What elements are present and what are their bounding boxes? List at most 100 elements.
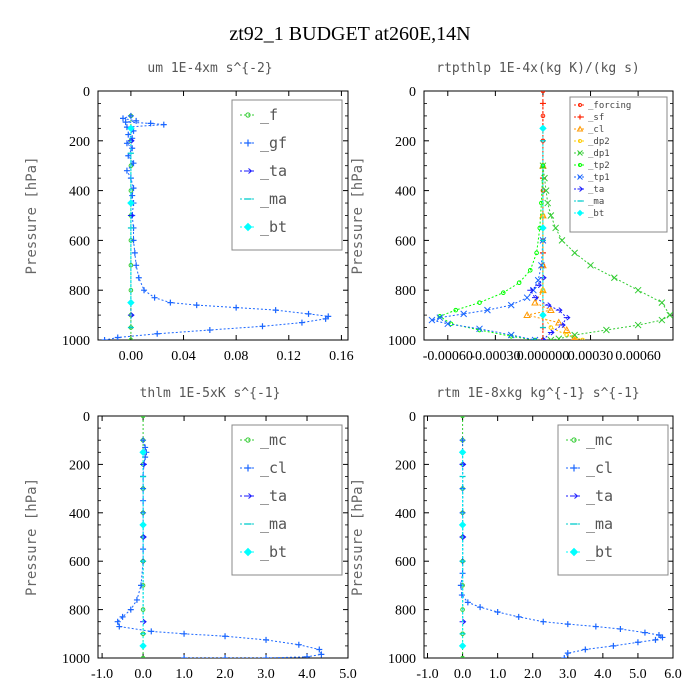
data-point-tp2 [540,163,546,168]
legend-label-ma: _ma [260,515,287,533]
data-point-mc [460,416,465,419]
data-point-cl [142,444,149,451]
data-point-dp1 [610,274,618,282]
data-point-gf [130,237,137,244]
data-point-cl [655,632,662,639]
data-point-dp1 [541,174,548,182]
data-point-gf [133,262,140,269]
y-tick-label: 200 [69,458,90,473]
plot-area [457,416,666,658]
x-tick-label: 2.0 [216,667,234,682]
data-point-ta [563,314,571,321]
data-point-bt [127,298,135,307]
data-point-ta [555,307,563,314]
series-line-gf [104,115,330,340]
data-point-tp1 [444,320,452,328]
y-tick-label: 600 [69,234,90,249]
data-point-dp1 [634,286,642,294]
data-point-dp1 [552,224,559,232]
data-point-gf [305,310,312,317]
legend-label-sf: _sf [588,113,604,123]
legend-marker-ta [577,186,584,192]
x-tick-label: 0.08 [224,349,249,364]
data-point-dp1 [658,299,666,307]
x-tick-label: 0.04 [171,349,196,364]
data-point-gf [151,294,158,301]
data-point-bt [458,448,467,457]
data-point-cl [494,609,501,616]
panel-title: rtpthlp 1E-4x(kg K)/(kg s) [436,61,640,76]
data-point-ta [539,337,547,340]
data-point-tp1 [538,261,545,269]
panel-title: rtm 1E-8xkg kg^{-1} s^{-1} [436,386,640,401]
x-tick-label: 0.16 [329,349,354,364]
series-gf [101,112,332,340]
data-point-cl [617,625,624,632]
data-point-cl [652,636,659,643]
data-point-cl [304,653,311,658]
data-point-cl [523,311,531,318]
data-point-f [128,337,134,340]
series-bt [139,448,147,650]
legend-label-bt: _bt [588,209,604,219]
data-point-cl [181,655,188,658]
y-tick-label: 1000 [62,652,90,667]
x-tick-label: -1.0 [91,667,113,682]
data-point-gf [130,160,137,167]
legend-marker-gf [244,139,252,147]
legend-label-ta: _ta [586,487,613,505]
data-point-bt [539,224,547,232]
series-line-ta [529,277,568,340]
legend-box [569,96,668,233]
data-point-gf [133,117,140,124]
y-tick-label: 800 [69,604,90,619]
data-point-dp1 [666,311,673,319]
data-point-tp1 [428,316,436,324]
data-point-bt [539,124,547,133]
data-point-tp1 [507,331,515,339]
data-point-cl [222,633,229,640]
chart-panel-3: thlm 1E-5xK s^{-1} Pressure [hPa] 0 200 400 6… [24,386,357,682]
data-point-forcing [540,91,546,94]
legend-label-ta: _ta [588,185,604,195]
data-point-gf [206,327,213,334]
data-point-ta [127,212,135,219]
data-point-bt [458,521,467,529]
y-tick-label: 800 [395,604,416,619]
x-tick-label: 5.0 [629,667,647,682]
data-point-cl [562,326,571,333]
legend-label-mc: _mc [260,431,287,449]
data-point-cl [659,634,666,641]
data-point-cl [263,655,270,658]
y-tick-label: 600 [395,555,416,570]
x-tick-label: 0.0 [134,667,152,682]
legend-marker-cl [570,464,578,472]
data-point-gf [130,185,137,192]
data-point-cl [116,623,123,630]
series-ta [527,274,571,340]
x-tick-label: 0.00060 [615,349,661,364]
legend-label-cl: _cl [260,459,287,477]
data-point-cl [592,623,599,630]
series-bt [127,124,135,307]
y-tick-label: 400 [69,185,90,200]
data-point-tp2 [477,300,482,305]
legend-marker-bt [243,222,253,232]
x-tick-label: -1.0 [416,667,438,682]
data-point-gf [129,192,136,199]
data-point-dp1 [571,249,579,257]
y-tick-label: 200 [395,135,416,150]
plot-area [428,91,673,340]
data-point-gf [272,307,279,314]
legend-label-ta: _ta [260,487,287,505]
data-point-dp1 [658,316,666,324]
legend-marker-mc [245,437,251,443]
chart-panel-1: um 1E-4xm s^{-2} Pressure [hPa] 0 200 400 600… [24,61,354,364]
legend-marker-tp2 [578,163,582,167]
x-tick-label: 2.0 [524,667,542,682]
data-point-tp1 [436,314,444,321]
x-tick-label: 0.00 [119,349,144,364]
series-line-cl [526,165,576,340]
series-line-tp2 [438,165,544,340]
x-tick-label: 6.0 [664,667,682,682]
